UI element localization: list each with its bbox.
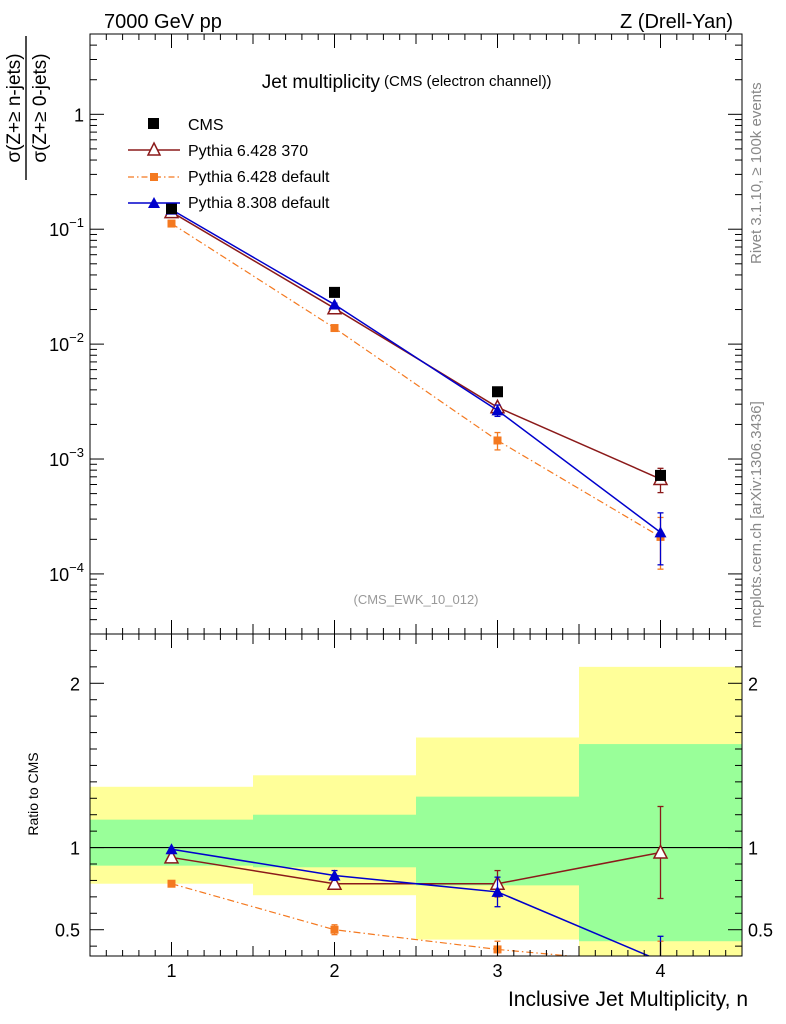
y-tick-label-base: 10 [49, 450, 69, 470]
legend-item-cms: CMS [148, 117, 224, 134]
ratio-point [165, 843, 178, 855]
ratio-point [163, 848, 180, 864]
legend-marker-small-square [150, 173, 158, 181]
main-point [328, 298, 341, 310]
main-point [491, 404, 504, 416]
y-tick-label: 1 [74, 105, 84, 125]
y-tick-label-base: 10 [49, 220, 69, 240]
ratio-point [326, 875, 343, 890]
main-point [329, 286, 340, 298]
main-panel: 10−410−310−210−11 Jet multiplicity (CMS … [4, 33, 743, 635]
legend-item-pythia8-default: Pythia 8.308 default [128, 195, 330, 212]
ratio-point [330, 925, 339, 934]
legend-label: Pythia 6.428 default [188, 169, 330, 186]
main-series-0 [166, 203, 666, 481]
ratio-point [491, 885, 504, 897]
main-title: Jet multiplicity [262, 72, 381, 93]
x-axis-title: Inclusive Jet Multiplicity, n [508, 988, 748, 1011]
ylabel-denominator: σ(Z+≥ 0-jets) [30, 53, 51, 162]
y-tick-label-exponent: −2 [69, 330, 84, 345]
legend-label: CMS [188, 117, 224, 134]
main-ylabel: σ(Z+≥ n-jets) σ(Z+≥ 0-jets) [4, 36, 51, 180]
y-tick-label: 10−1 [49, 215, 84, 240]
ratio-panel: 0.5 0.5 1 1 2 2 1 2 3 4 Ratio to CMS Inclusive J… [25, 633, 773, 1011]
ratio-y-tick-label-right: 0.5 [748, 921, 773, 941]
ratio-series-line [171, 883, 577, 956]
main-point [493, 436, 502, 445]
ratio-point [652, 843, 669, 859]
header-right: Z (Drell-Yan) [620, 11, 733, 33]
x-tick-label: 1 [166, 961, 176, 981]
legend-label: Pythia 6.428 370 [188, 143, 308, 160]
ratio-y-tick-label-left: 2 [70, 674, 80, 694]
y-tick-label-exponent: −4 [69, 560, 84, 575]
x-tick-label: 3 [492, 961, 502, 981]
ratio-series-line [171, 848, 651, 956]
header-left: 7000 GeV pp [104, 11, 222, 33]
main-point [167, 219, 176, 228]
ratio-y-tick-label-right: 1 [748, 839, 758, 859]
x-tick-label: 2 [329, 961, 339, 981]
legend-marker-square [148, 118, 159, 129]
source-text: mcplots.cern.ch [arXiv:1306.3436] [748, 401, 765, 628]
legend-marker-open-triangle [146, 141, 162, 156]
main-subtitle: (CMS (electron channel)) [384, 73, 552, 90]
y-tick-label-base: 1 [74, 105, 84, 125]
y-tick-label: 10−3 [49, 445, 84, 470]
rivet-version-text: Rivet 3.1.10, ≥ 100k events [748, 82, 765, 264]
ratio-series-2 [165, 843, 664, 956]
ratio-ylabel: Ratio to CMS [25, 752, 41, 835]
ratio-point [167, 879, 176, 888]
ratio-point [328, 869, 341, 881]
legend-marker-triangle [148, 197, 160, 208]
legend-item-pythia6-default: Pythia 6.428 default [128, 169, 330, 186]
main-series-1 [163, 203, 669, 494]
main-point [654, 526, 667, 538]
legend-item-pythia6-370: Pythia 6.428 370 [128, 141, 308, 160]
main-series-2 [167, 219, 665, 570]
analysis-tag: (CMS_EWK_10_012) [354, 592, 479, 607]
y-tick-label-exponent: −3 [69, 445, 84, 460]
ratio-y-tick-label-left: 0.5 [55, 921, 80, 941]
main-series-line [171, 223, 661, 538]
ratio-y-tick-label-right: 2 [748, 674, 758, 694]
ratio-y-tick-label-left: 1 [70, 839, 80, 859]
legend-label: Pythia 8.308 default [188, 195, 330, 212]
main-point [330, 324, 339, 333]
y-tick-label: 10−4 [49, 560, 84, 585]
x-tick-label: 4 [655, 961, 665, 981]
y-tick-label: 10−2 [49, 330, 84, 355]
y-tick-label-base: 10 [49, 335, 69, 355]
main-series-line [171, 209, 661, 533]
main-point [492, 386, 503, 398]
main-point [655, 469, 666, 481]
ylabel-numerator: σ(Z+≥ n-jets) [4, 53, 25, 162]
y-tick-label-exponent: −1 [69, 215, 84, 230]
uncertainty-band-inner [253, 814, 416, 868]
main-point [166, 203, 177, 215]
legend: CMS Pythia 6.428 370 Pythia 6.428 defaul… [128, 117, 330, 212]
y-tick-label-base: 10 [49, 565, 69, 585]
